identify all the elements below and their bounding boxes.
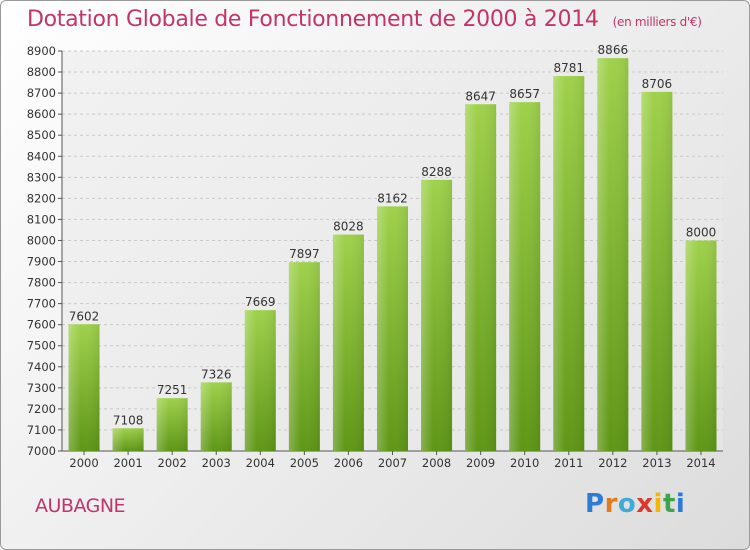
y-tick-label: 8100 <box>27 212 56 226</box>
logo-letter: P <box>585 489 605 519</box>
proxiti-logo: Proxiti <box>585 489 685 519</box>
data-label: 7897 <box>289 247 320 261</box>
chart-title: Dotation Globale de Fonctionnement de 20… <box>27 7 702 32</box>
y-tick-label: 7000 <box>27 444 56 458</box>
data-label: 7108 <box>113 413 144 427</box>
x-tick-label: 2013 <box>642 456 671 470</box>
x-tick-label: 2012 <box>598 456 627 470</box>
bar-shine <box>685 240 717 451</box>
y-tick-label: 8000 <box>27 233 56 247</box>
data-label: 8288 <box>421 165 452 179</box>
y-tick-label: 7600 <box>27 318 56 332</box>
logo-letter: i <box>675 489 686 519</box>
y-tick-label: 7500 <box>27 339 56 353</box>
x-tick-label: 2001 <box>113 456 142 470</box>
x-tick-label: 2004 <box>246 456 275 470</box>
data-label: 8781 <box>553 61 584 75</box>
x-tick-label: 2010 <box>510 456 539 470</box>
data-label: 7602 <box>69 309 100 323</box>
x-tick-label: 2002 <box>158 456 187 470</box>
x-tick-label: 2014 <box>686 456 715 470</box>
x-tick-label: 2000 <box>69 456 98 470</box>
x-tick-label: 2006 <box>334 456 363 470</box>
y-tick-label: 8500 <box>27 128 56 142</box>
y-tick-label: 8700 <box>27 86 56 100</box>
logo-letter: i <box>653 489 663 519</box>
data-label: 8000 <box>686 225 717 239</box>
bar-shine <box>244 310 276 451</box>
x-tick-label: 2005 <box>290 456 319 470</box>
x-tick-label: 2008 <box>422 456 451 470</box>
data-label: 8866 <box>598 43 629 57</box>
y-tick-label: 7700 <box>27 297 56 311</box>
y-tick-label: 8900 <box>27 44 56 58</box>
bar-shine <box>156 398 188 451</box>
y-tick-label: 7300 <box>27 381 56 395</box>
y-tick-label: 7800 <box>27 276 56 290</box>
bar-shine <box>465 104 497 452</box>
logo-letter: r <box>604 489 618 519</box>
bar-shine <box>377 206 408 451</box>
data-label: 8706 <box>642 77 673 91</box>
bar-shine <box>421 179 453 451</box>
x-tick-label: 2003 <box>202 456 231 470</box>
bar-shine <box>553 76 585 451</box>
bar-shine <box>509 102 541 451</box>
bar-shine <box>332 234 364 451</box>
y-tick-label: 8200 <box>27 191 56 205</box>
logo-letter: o <box>617 489 637 519</box>
data-label: 7326 <box>201 367 232 381</box>
y-tick-label: 8400 <box>27 149 56 163</box>
y-tick-label: 7100 <box>27 423 56 437</box>
x-tick-label: 2009 <box>466 456 495 470</box>
data-label: 8647 <box>465 89 496 103</box>
y-tick-label: 8600 <box>27 107 56 121</box>
y-tick-label: 8800 <box>27 65 56 79</box>
bar-shine <box>112 428 144 451</box>
data-label: 7251 <box>157 383 188 397</box>
town-name: AUBAGNE <box>35 495 126 517</box>
chart-subtitle: (en milliers d'€) <box>612 15 702 29</box>
y-tick-label: 7400 <box>27 360 56 374</box>
data-label: 8657 <box>509 87 540 101</box>
y-tick-label: 7200 <box>27 402 56 416</box>
bar-shine <box>68 324 100 451</box>
bar-shine <box>597 58 629 451</box>
logo-letter: t <box>662 489 676 519</box>
data-label: 7669 <box>245 295 276 309</box>
x-tick-label: 2007 <box>378 456 407 470</box>
x-tick-label: 2011 <box>554 456 583 470</box>
bar-shine <box>200 382 232 451</box>
y-tick-label: 8300 <box>27 170 56 184</box>
bar-shine <box>641 91 673 451</box>
data-label: 8162 <box>377 191 408 205</box>
chart-title-text: Dotation Globale de Fonctionnement de 20… <box>27 7 599 32</box>
logo-letter: x <box>636 489 654 519</box>
bar-shine <box>288 262 320 451</box>
data-label: 8028 <box>333 220 364 234</box>
y-tick-label: 7900 <box>27 255 56 269</box>
